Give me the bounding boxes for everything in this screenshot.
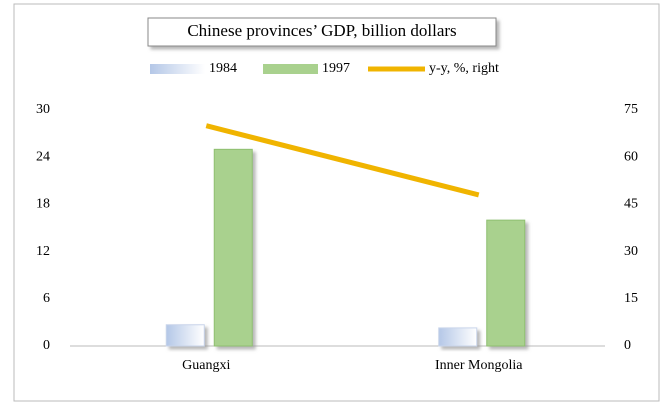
y-tick-label: 30	[36, 102, 50, 117]
legend-swatch	[150, 64, 205, 74]
legend-label: 1997	[322, 61, 350, 76]
y2-tick-label: 30	[624, 244, 638, 259]
legend-swatch	[263, 64, 318, 74]
x-tick-label: Guangxi	[182, 358, 230, 373]
y2-tick-label: 0	[624, 338, 631, 353]
x-tick-label: Inner Mongolia	[435, 358, 523, 373]
bar	[213, 148, 253, 347]
y2-tick-label: 75	[624, 102, 638, 117]
bar	[486, 219, 526, 347]
chart-title: Chinese provinces’ GDP, billion dollars	[187, 21, 456, 40]
chart-frame	[13, 3, 660, 402]
y2-tick-label: 45	[624, 197, 638, 212]
bar	[165, 324, 205, 347]
bar	[438, 327, 478, 347]
y2-tick-label: 15	[624, 291, 638, 306]
line-series	[205, 123, 480, 198]
legend-label: 1984	[209, 61, 237, 76]
title-box	[147, 17, 497, 47]
y-tick-label: 24	[36, 149, 50, 164]
y-tick-label: 12	[36, 244, 50, 259]
y-tick-label: 6	[43, 291, 50, 306]
y-tick-label: 0	[43, 338, 50, 353]
y-tick-label: 18	[36, 197, 50, 212]
y2-tick-label: 60	[624, 149, 638, 164]
legend-label: y-y, %, right	[429, 61, 499, 76]
